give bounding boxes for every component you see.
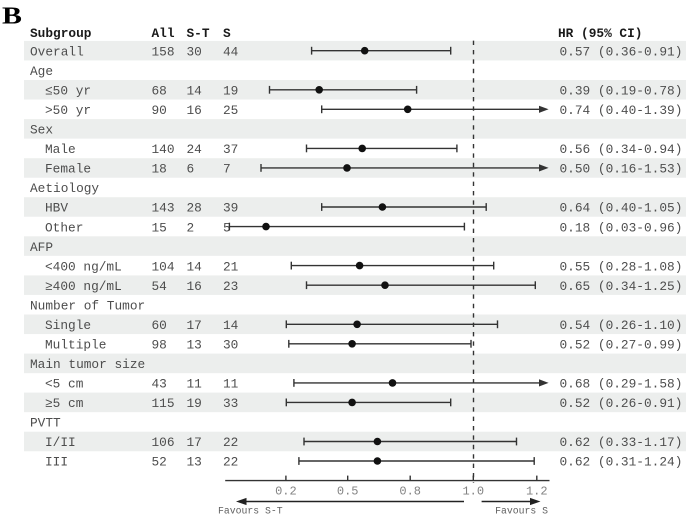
svg-text:30: 30 — [187, 44, 202, 59]
svg-text:0.39 (0.19-0.78): 0.39 (0.19-0.78) — [560, 84, 683, 99]
svg-text:I/II: I/II — [45, 435, 76, 450]
svg-text:39: 39 — [223, 201, 238, 216]
svg-text:90: 90 — [152, 103, 167, 118]
svg-text:Sex: Sex — [30, 123, 53, 138]
svg-text:≤50 yr: ≤50 yr — [45, 84, 91, 99]
svg-text:All: All — [152, 26, 175, 41]
svg-text:106: 106 — [152, 435, 175, 450]
svg-text:5: 5 — [223, 220, 231, 235]
svg-text:6: 6 — [187, 162, 195, 177]
svg-text:Multiple: Multiple — [45, 338, 106, 353]
svg-text:16: 16 — [187, 103, 202, 118]
svg-text:143: 143 — [152, 201, 175, 216]
svg-text:0.8: 0.8 — [399, 485, 421, 499]
svg-text:19: 19 — [223, 84, 238, 99]
svg-text:43: 43 — [152, 377, 167, 392]
svg-text:24: 24 — [187, 142, 203, 157]
svg-text:0.57 (0.36-0.91): 0.57 (0.36-0.91) — [560, 44, 683, 59]
svg-text:0.50 (0.16-1.53): 0.50 (0.16-1.53) — [560, 162, 683, 177]
svg-text:21: 21 — [223, 259, 239, 274]
svg-text:115: 115 — [152, 396, 175, 411]
svg-text:Number of Tumor: Number of Tumor — [30, 298, 145, 313]
svg-text:13: 13 — [187, 455, 202, 470]
svg-text:<5 cm: <5 cm — [45, 377, 84, 392]
svg-text:22: 22 — [223, 435, 238, 450]
svg-text:0.5: 0.5 — [337, 485, 359, 499]
svg-text:1.0: 1.0 — [462, 485, 484, 499]
svg-text:19: 19 — [187, 396, 202, 411]
svg-text:0.52 (0.27-0.99): 0.52 (0.27-0.99) — [560, 338, 683, 353]
svg-text:S: S — [223, 26, 231, 41]
svg-text:22: 22 — [223, 455, 238, 470]
svg-text:≥400 ng/mL: ≥400 ng/mL — [45, 279, 122, 294]
svg-text:0.64 (0.40-1.05): 0.64 (0.40-1.05) — [560, 201, 683, 216]
svg-text:44: 44 — [223, 44, 239, 59]
svg-text:S-T: S-T — [187, 26, 210, 41]
svg-text:14: 14 — [223, 318, 239, 333]
svg-text:AFP: AFP — [30, 240, 53, 255]
svg-text:54: 54 — [152, 279, 168, 294]
svg-text:HR (95% CI): HR (95% CI) — [558, 26, 642, 41]
svg-text:Overall: Overall — [30, 44, 84, 59]
svg-text:18: 18 — [152, 162, 167, 177]
svg-text:III: III — [45, 455, 68, 470]
svg-text:Favours S: Favours S — [495, 506, 548, 517]
svg-text:16: 16 — [187, 279, 202, 294]
svg-text:0.65 (0.34-1.25): 0.65 (0.34-1.25) — [560, 279, 683, 294]
svg-text:33: 33 — [223, 396, 238, 411]
svg-text:2: 2 — [187, 220, 195, 235]
svg-text:>50 yr: >50 yr — [45, 103, 91, 118]
svg-text:158: 158 — [152, 44, 175, 59]
svg-text:B: B — [2, 2, 22, 29]
svg-text:≥5 cm: ≥5 cm — [45, 396, 84, 411]
svg-text:0.54 (0.26-1.10): 0.54 (0.26-1.10) — [560, 318, 683, 333]
svg-text:Aetiology: Aetiology — [30, 181, 99, 196]
svg-text:14: 14 — [187, 259, 203, 274]
svg-text:37: 37 — [223, 142, 238, 157]
svg-text:140: 140 — [152, 142, 175, 157]
svg-text:Other: Other — [45, 220, 83, 235]
svg-text:0.68 (0.29-1.58): 0.68 (0.29-1.58) — [560, 377, 683, 392]
svg-text:30: 30 — [223, 338, 238, 353]
svg-text:Subgroup: Subgroup — [30, 26, 92, 41]
svg-text:11: 11 — [223, 377, 239, 392]
svg-text:Female: Female — [45, 162, 91, 177]
svg-text:17: 17 — [187, 318, 202, 333]
svg-text:1.2: 1.2 — [526, 485, 548, 499]
svg-text:60: 60 — [152, 318, 167, 333]
svg-text:14: 14 — [187, 84, 203, 99]
svg-text:Single: Single — [45, 318, 91, 333]
svg-text:PVTT: PVTT — [30, 416, 61, 431]
svg-text:17: 17 — [187, 435, 202, 450]
svg-text:HBV: HBV — [45, 201, 68, 216]
svg-text:7: 7 — [223, 162, 231, 177]
svg-text:98: 98 — [152, 338, 167, 353]
svg-text:0.55 (0.28-1.08): 0.55 (0.28-1.08) — [560, 259, 683, 274]
svg-text:0.56 (0.34-0.94): 0.56 (0.34-0.94) — [560, 142, 683, 157]
svg-text:0.62 (0.31-1.24): 0.62 (0.31-1.24) — [560, 455, 683, 470]
svg-text:0.52 (0.26-0.91): 0.52 (0.26-0.91) — [560, 396, 683, 411]
svg-text:Male: Male — [45, 142, 76, 157]
svg-text:25: 25 — [223, 103, 238, 118]
svg-text:11: 11 — [187, 377, 203, 392]
svg-text:0.62 (0.33-1.17): 0.62 (0.33-1.17) — [560, 435, 683, 450]
svg-text:0.2: 0.2 — [275, 485, 297, 499]
svg-text:<400 ng/mL: <400 ng/mL — [45, 259, 122, 274]
svg-text:Favours S-T: Favours S-T — [218, 506, 283, 517]
svg-text:15: 15 — [152, 220, 167, 235]
svg-text:13: 13 — [187, 338, 202, 353]
svg-text:23: 23 — [223, 279, 238, 294]
svg-text:Main tumor size: Main tumor size — [30, 357, 145, 372]
svg-text:68: 68 — [152, 84, 167, 99]
svg-text:Age: Age — [30, 64, 53, 79]
svg-text:28: 28 — [187, 201, 202, 216]
svg-text:104: 104 — [152, 259, 175, 274]
svg-text:0.74 (0.40-1.39): 0.74 (0.40-1.39) — [560, 103, 683, 118]
svg-text:52: 52 — [152, 455, 167, 470]
svg-text:0.18 (0.03-0.96): 0.18 (0.03-0.96) — [560, 220, 683, 235]
